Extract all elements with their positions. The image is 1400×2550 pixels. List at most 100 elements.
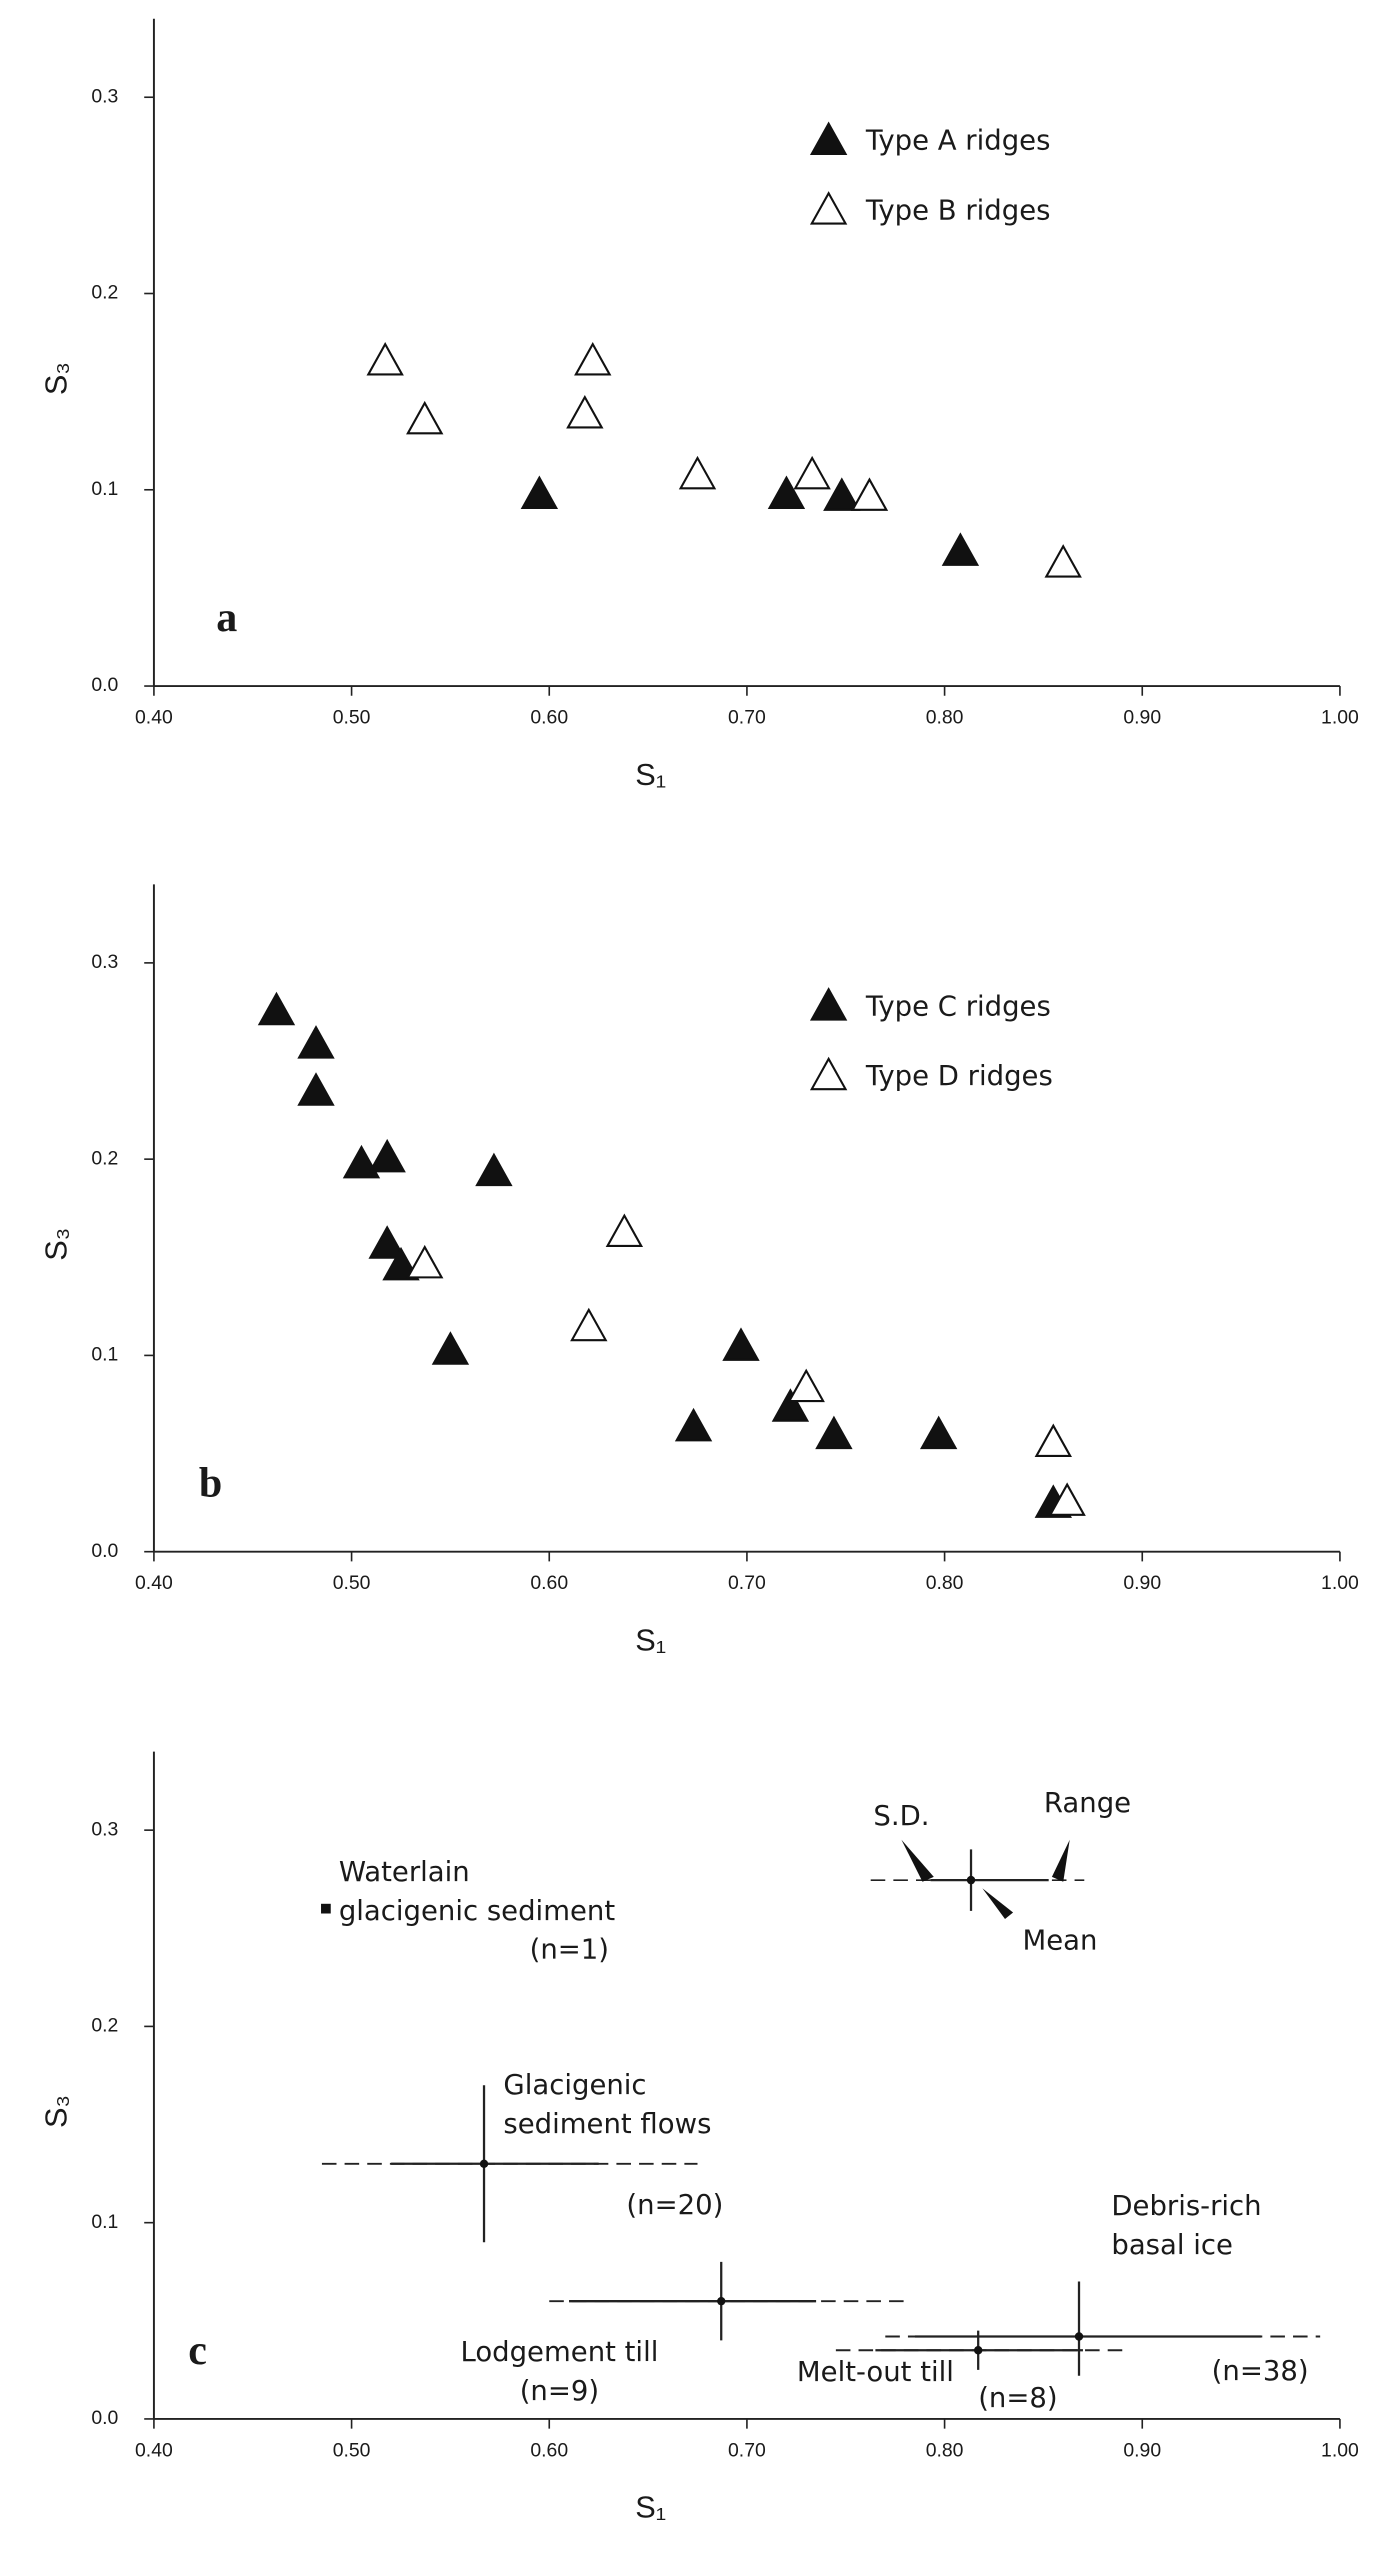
legend-marker	[809, 121, 848, 155]
data-point	[475, 1152, 513, 1187]
x-tick-label: 0.70	[728, 2439, 766, 2461]
data-point	[342, 1144, 381, 1179]
x-tick-label: 0.70	[728, 707, 766, 729]
data-point	[850, 477, 889, 511]
group-n: (n=20)	[626, 2189, 723, 2221]
data-point	[406, 1244, 444, 1279]
data-point	[771, 1388, 810, 1422]
x-tick-label: 0.40	[135, 2439, 173, 2461]
x-axis-label: S₁	[635, 1622, 666, 1657]
data-point	[431, 1331, 470, 1365]
group-n: (n=9)	[520, 2375, 599, 2407]
y-tick-label: 0.1	[91, 2211, 118, 2233]
key-label: S.D.	[873, 1800, 929, 1832]
panel-label: b	[199, 1461, 222, 1507]
panel-label: a	[216, 595, 237, 641]
y-tick-label: 0.0	[91, 1540, 118, 1562]
x-tick-label: 0.90	[1123, 2439, 1161, 2461]
y-axis-label: S₃	[39, 1228, 74, 1261]
key-pointer	[1051, 1839, 1070, 1882]
data-point	[297, 1025, 335, 1059]
data-point	[1048, 1482, 1086, 1516]
data-point	[793, 455, 831, 490]
y-tick-label: 0.1	[91, 1344, 118, 1366]
group-label: basal ice	[1111, 2229, 1233, 2261]
data-point	[368, 1138, 406, 1173]
data-point	[815, 1415, 853, 1450]
x-tick-label: 0.90	[1123, 1572, 1161, 1594]
y-tick-label: 0.3	[91, 85, 118, 107]
x-tick-label: 0.80	[926, 2439, 964, 2461]
y-tick-label: 0.0	[91, 2407, 118, 2429]
mean-point	[1074, 2332, 1084, 2341]
legend-label: Type B ridges	[865, 194, 1051, 226]
x-tick-label: 0.50	[333, 707, 371, 729]
group-label: Debris-rich	[1111, 2190, 1261, 2222]
mean-point	[717, 2296, 726, 2306]
key-label: Mean	[1023, 1925, 1098, 1957]
panel-label: c	[188, 2328, 207, 2374]
legend-marker	[809, 1056, 848, 1091]
legend-marker	[809, 987, 848, 1021]
y-tick-label: 0.2	[91, 282, 118, 304]
key-mean	[966, 1875, 976, 1885]
x-tick-label: 0.90	[1123, 707, 1161, 729]
y-tick-label: 0.2	[91, 1147, 118, 1169]
group-label: glacigenic sediment	[339, 1895, 615, 1927]
legend-label: Type D ridges	[865, 1060, 1053, 1092]
data-point	[678, 455, 717, 490]
data-point	[941, 532, 980, 566]
x-tick-label: 0.50	[333, 2439, 371, 2461]
data-point	[406, 400, 444, 435]
data-point	[366, 341, 404, 376]
x-tick-label: 0.70	[728, 1572, 766, 1594]
x-tick-label: 0.40	[135, 1572, 173, 1594]
x-tick-label: 0.80	[926, 707, 964, 729]
group-n: (n=38)	[1212, 2355, 1309, 2387]
x-tick-label: 0.60	[530, 707, 568, 729]
group-n: (n=8)	[978, 2382, 1057, 2414]
group-label: Glacigenic	[503, 2069, 646, 2101]
mean-point	[479, 2159, 489, 2169]
legend-label: Type A ridges	[865, 125, 1051, 157]
mean-point	[321, 1903, 331, 1914]
data-point	[570, 1307, 608, 1342]
x-axis-label: S₁	[635, 757, 666, 792]
y-tick-label: 0.1	[91, 478, 118, 500]
data-point	[605, 1213, 644, 1248]
y-tick-label: 0.0	[91, 674, 118, 696]
data-point	[1044, 544, 1082, 578]
data-point	[787, 1368, 825, 1403]
data-point	[767, 475, 806, 509]
y-tick-label: 0.3	[91, 1818, 118, 1840]
y-axis-label: S₃	[39, 362, 74, 395]
data-point	[297, 1072, 335, 1106]
data-point	[566, 394, 604, 429]
group-n: (n=1)	[530, 1934, 609, 1966]
y-tick-label: 0.3	[91, 951, 118, 973]
group-label: sediment flows	[503, 2108, 711, 2140]
x-tick-label: 0.60	[530, 1572, 568, 1594]
data-point	[520, 475, 559, 509]
key-label: Range	[1044, 1787, 1131, 1819]
group-label: Melt-out till	[797, 2356, 954, 2388]
x-tick-label: 0.50	[333, 1572, 371, 1594]
y-tick-label: 0.2	[91, 2015, 118, 2037]
x-tick-label: 1.00	[1321, 2439, 1359, 2461]
mean-point	[973, 2346, 983, 2355]
data-point	[674, 1407, 713, 1442]
data-point	[823, 477, 861, 511]
data-point	[919, 1415, 958, 1450]
key-pointer	[901, 1839, 934, 1882]
x-axis-label: S₁	[635, 2490, 666, 2525]
x-tick-label: 0.60	[530, 2439, 568, 2461]
y-axis-label: S₃	[39, 2095, 74, 2128]
data-point	[257, 991, 296, 1026]
legend-marker	[809, 191, 848, 225]
data-point	[722, 1327, 760, 1361]
legend-label: Type C ridges	[865, 990, 1051, 1022]
key-pointer	[982, 1888, 1014, 1919]
group-label: Lodgement till	[460, 2336, 658, 2368]
x-tick-label: 1.00	[1321, 707, 1359, 729]
